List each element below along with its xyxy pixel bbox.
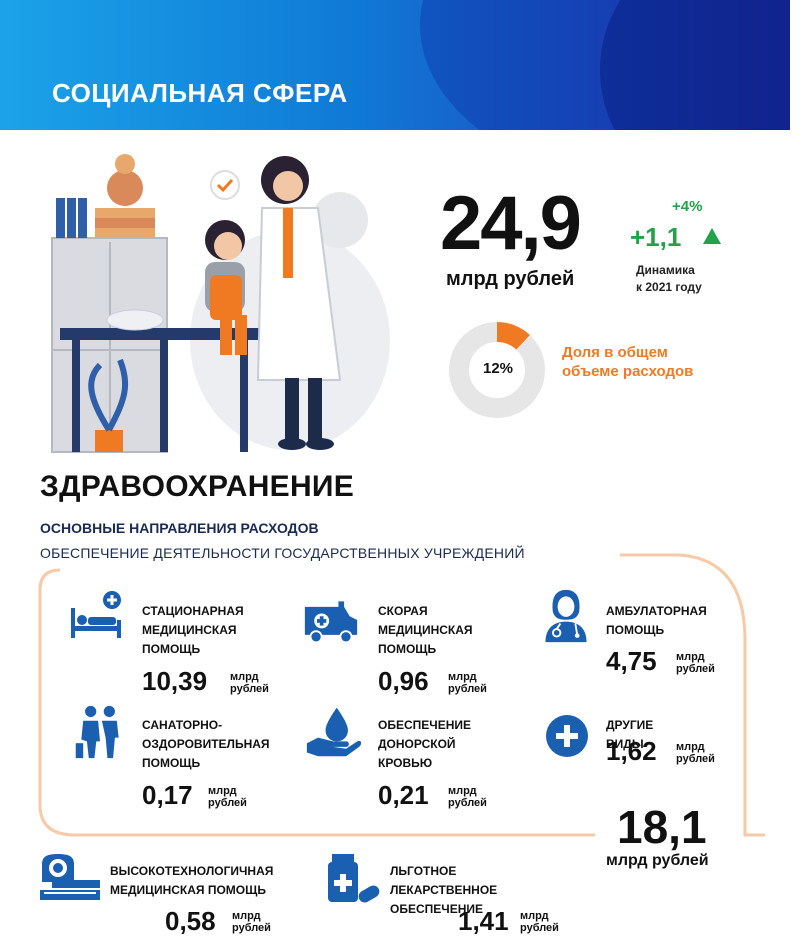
item-label: ВЫСОКОТЕХНОЛОГИЧНАЯ МЕДИЦИНСКАЯ ПОМОЩЬ bbox=[110, 862, 273, 900]
label-line: АМБУЛАТОРНАЯ bbox=[606, 604, 707, 618]
share-donut-chart bbox=[449, 322, 545, 418]
section-title: ЗДРАВООХРАНЕНИЕ bbox=[40, 470, 355, 503]
dynamics-line: к 2021 году bbox=[636, 280, 702, 294]
label-line: СКОРАЯ bbox=[378, 604, 428, 618]
unit-line: рублей bbox=[448, 797, 487, 809]
item-label: ДРУГИЕ ВИДЫ bbox=[606, 716, 653, 754]
unit-line: рублей bbox=[208, 797, 247, 809]
healthcare-total-value: 18,1 bbox=[617, 801, 707, 853]
unit-line: млрд bbox=[676, 741, 705, 753]
percent-change: +4% bbox=[672, 198, 703, 215]
label-line: ПОМОЩЬ bbox=[142, 642, 201, 656]
item-label: ЛЬГОТНОЕ ЛЕКАРСТВЕННОЕ ОБЕСПЕЧЕНИЕ bbox=[390, 862, 497, 919]
section-subtitle: ОСНОВНЫЕ НАПРАВЛЕНИЯ РАСХОДОВ bbox=[40, 520, 319, 536]
unit-line: рублей bbox=[520, 922, 559, 934]
unit-line: рублей bbox=[232, 922, 271, 934]
item-unit: млрд рублей bbox=[676, 741, 715, 765]
item-unit: млрд рублей bbox=[448, 671, 487, 695]
share-caption-line: Доля в общем bbox=[562, 344, 668, 361]
mri-scanner-icon bbox=[40, 854, 100, 900]
item-label: АМБУЛАТОРНАЯ ПОМОЩЬ bbox=[606, 602, 707, 640]
unit-line: млрд bbox=[520, 910, 549, 922]
label-line: КРОВЬЮ bbox=[378, 756, 433, 770]
unit-line: млрд bbox=[208, 785, 237, 797]
ambulance-icon bbox=[304, 601, 358, 644]
item-value: 0,21 bbox=[378, 780, 429, 810]
up-arrow-icon bbox=[703, 228, 721, 244]
label-line: МЕДИЦИНСКАЯ bbox=[142, 623, 237, 637]
banner-decor bbox=[420, 0, 790, 130]
item-unit: млрд рублей bbox=[230, 671, 269, 695]
total-unit: млрд рублей bbox=[446, 268, 575, 290]
item-label: ОБЕСПЕЧЕНИЕ ДОНОРСКОЙ КРОВЬЮ bbox=[378, 716, 471, 773]
unit-line: рублей bbox=[448, 683, 487, 695]
item-label: СКОРАЯ МЕДИЦИНСКАЯ ПОМОЩЬ bbox=[378, 602, 473, 659]
blood-drop-hand-icon bbox=[306, 707, 361, 757]
label-line: САНАТОРНО- bbox=[142, 718, 223, 732]
total-amount: 24,9 bbox=[440, 181, 582, 266]
label-line: ОЗДОРОВИТЕЛЬНАЯ bbox=[142, 737, 270, 751]
label-line: ОБЕСПЕЧЕНИЕ bbox=[378, 718, 471, 732]
doctor-icon bbox=[545, 589, 587, 643]
item-label: САНАТОРНО- ОЗДОРОВИТЕЛЬНАЯ ПОМОЩЬ bbox=[142, 716, 270, 773]
item-unit: млрд рублей bbox=[676, 651, 715, 675]
item-unit: млрд рублей bbox=[448, 785, 487, 809]
delta-value: +1,1 bbox=[630, 222, 682, 252]
label-line: ЛЬГОТНОЕ ЛЕКАРСТВЕННОЕ bbox=[390, 864, 498, 897]
dynamics-caption: Динамика к 2021 году bbox=[636, 262, 726, 296]
unit-line: млрд bbox=[448, 671, 477, 683]
unit-line: млрд bbox=[448, 785, 477, 797]
donut-share-arc bbox=[449, 322, 545, 418]
doctor-child-illustration bbox=[51, 154, 390, 453]
banner-title: СОЦИАЛЬНАЯ СФЕРА bbox=[52, 78, 348, 108]
item-value: 10,39 bbox=[142, 666, 208, 696]
unit-line: рублей bbox=[230, 683, 269, 695]
label-line: МЕДИЦИНСКАЯ bbox=[378, 623, 473, 637]
medicine-icon bbox=[328, 854, 380, 903]
plus-circle-icon bbox=[546, 715, 588, 757]
healthcare-total-unit: млрд рублей bbox=[606, 852, 709, 869]
label-line: СТАЦИОНАРНАЯ bbox=[142, 604, 244, 618]
unit-line: млрд bbox=[230, 671, 259, 683]
share-value: 12% bbox=[482, 360, 514, 377]
label-line: МЕДИЦИНСКАЯ ПОМОЩЬ bbox=[110, 883, 266, 897]
share-caption: Доля в общем объеме расходов bbox=[562, 343, 693, 381]
unit-line: млрд bbox=[232, 910, 261, 922]
unit-line: рублей bbox=[676, 663, 715, 675]
label-line: ПОМОЩЬ bbox=[606, 623, 665, 637]
patient-care-icon bbox=[75, 705, 119, 759]
label-line: ОБЕСПЕЧЕНИЕ bbox=[390, 902, 483, 916]
section-subtitle-secondary: ОБЕСПЕЧЕНИЕ ДЕЯТЕЛЬНОСТИ ГОСУДАРСТВЕННЫХ… bbox=[40, 545, 525, 561]
unit-line: млрд bbox=[676, 651, 705, 663]
item-unit: млрд рублей bbox=[520, 910, 559, 934]
share-caption-line: объеме расходов bbox=[562, 363, 694, 380]
item-value: 1,62 bbox=[606, 736, 657, 766]
label-line: ДРУГИЕ ВИДЫ bbox=[606, 718, 654, 751]
label-line: ДОНОРСКОЙ bbox=[378, 737, 456, 751]
header-banner: СОЦИАЛЬНАЯ СФЕРА bbox=[0, 0, 790, 130]
item-value: 4,75 bbox=[606, 646, 657, 676]
unit-line: рублей bbox=[676, 753, 715, 765]
item-unit: млрд рублей bbox=[208, 785, 247, 809]
item-value: 1,41 bbox=[458, 906, 509, 936]
label-line: ПОМОЩЬ bbox=[142, 756, 201, 770]
dynamics-line: Динамика bbox=[636, 263, 695, 277]
item-unit: млрд рублей bbox=[232, 910, 271, 934]
banner-decor bbox=[600, 0, 790, 130]
item-value: 0,96 bbox=[378, 666, 429, 696]
label-line: ПОМОЩЬ bbox=[378, 642, 437, 656]
hospital-bed-icon bbox=[71, 591, 121, 638]
item-label: СТАЦИОНАРНАЯ МЕДИЦИНСКАЯ ПОМОЩЬ bbox=[142, 602, 244, 659]
item-value: 0,17 bbox=[142, 780, 193, 810]
item-value: 0,58 bbox=[165, 906, 216, 936]
label-line: ВЫСОКОТЕХНОЛОГИЧНАЯ bbox=[110, 864, 274, 878]
